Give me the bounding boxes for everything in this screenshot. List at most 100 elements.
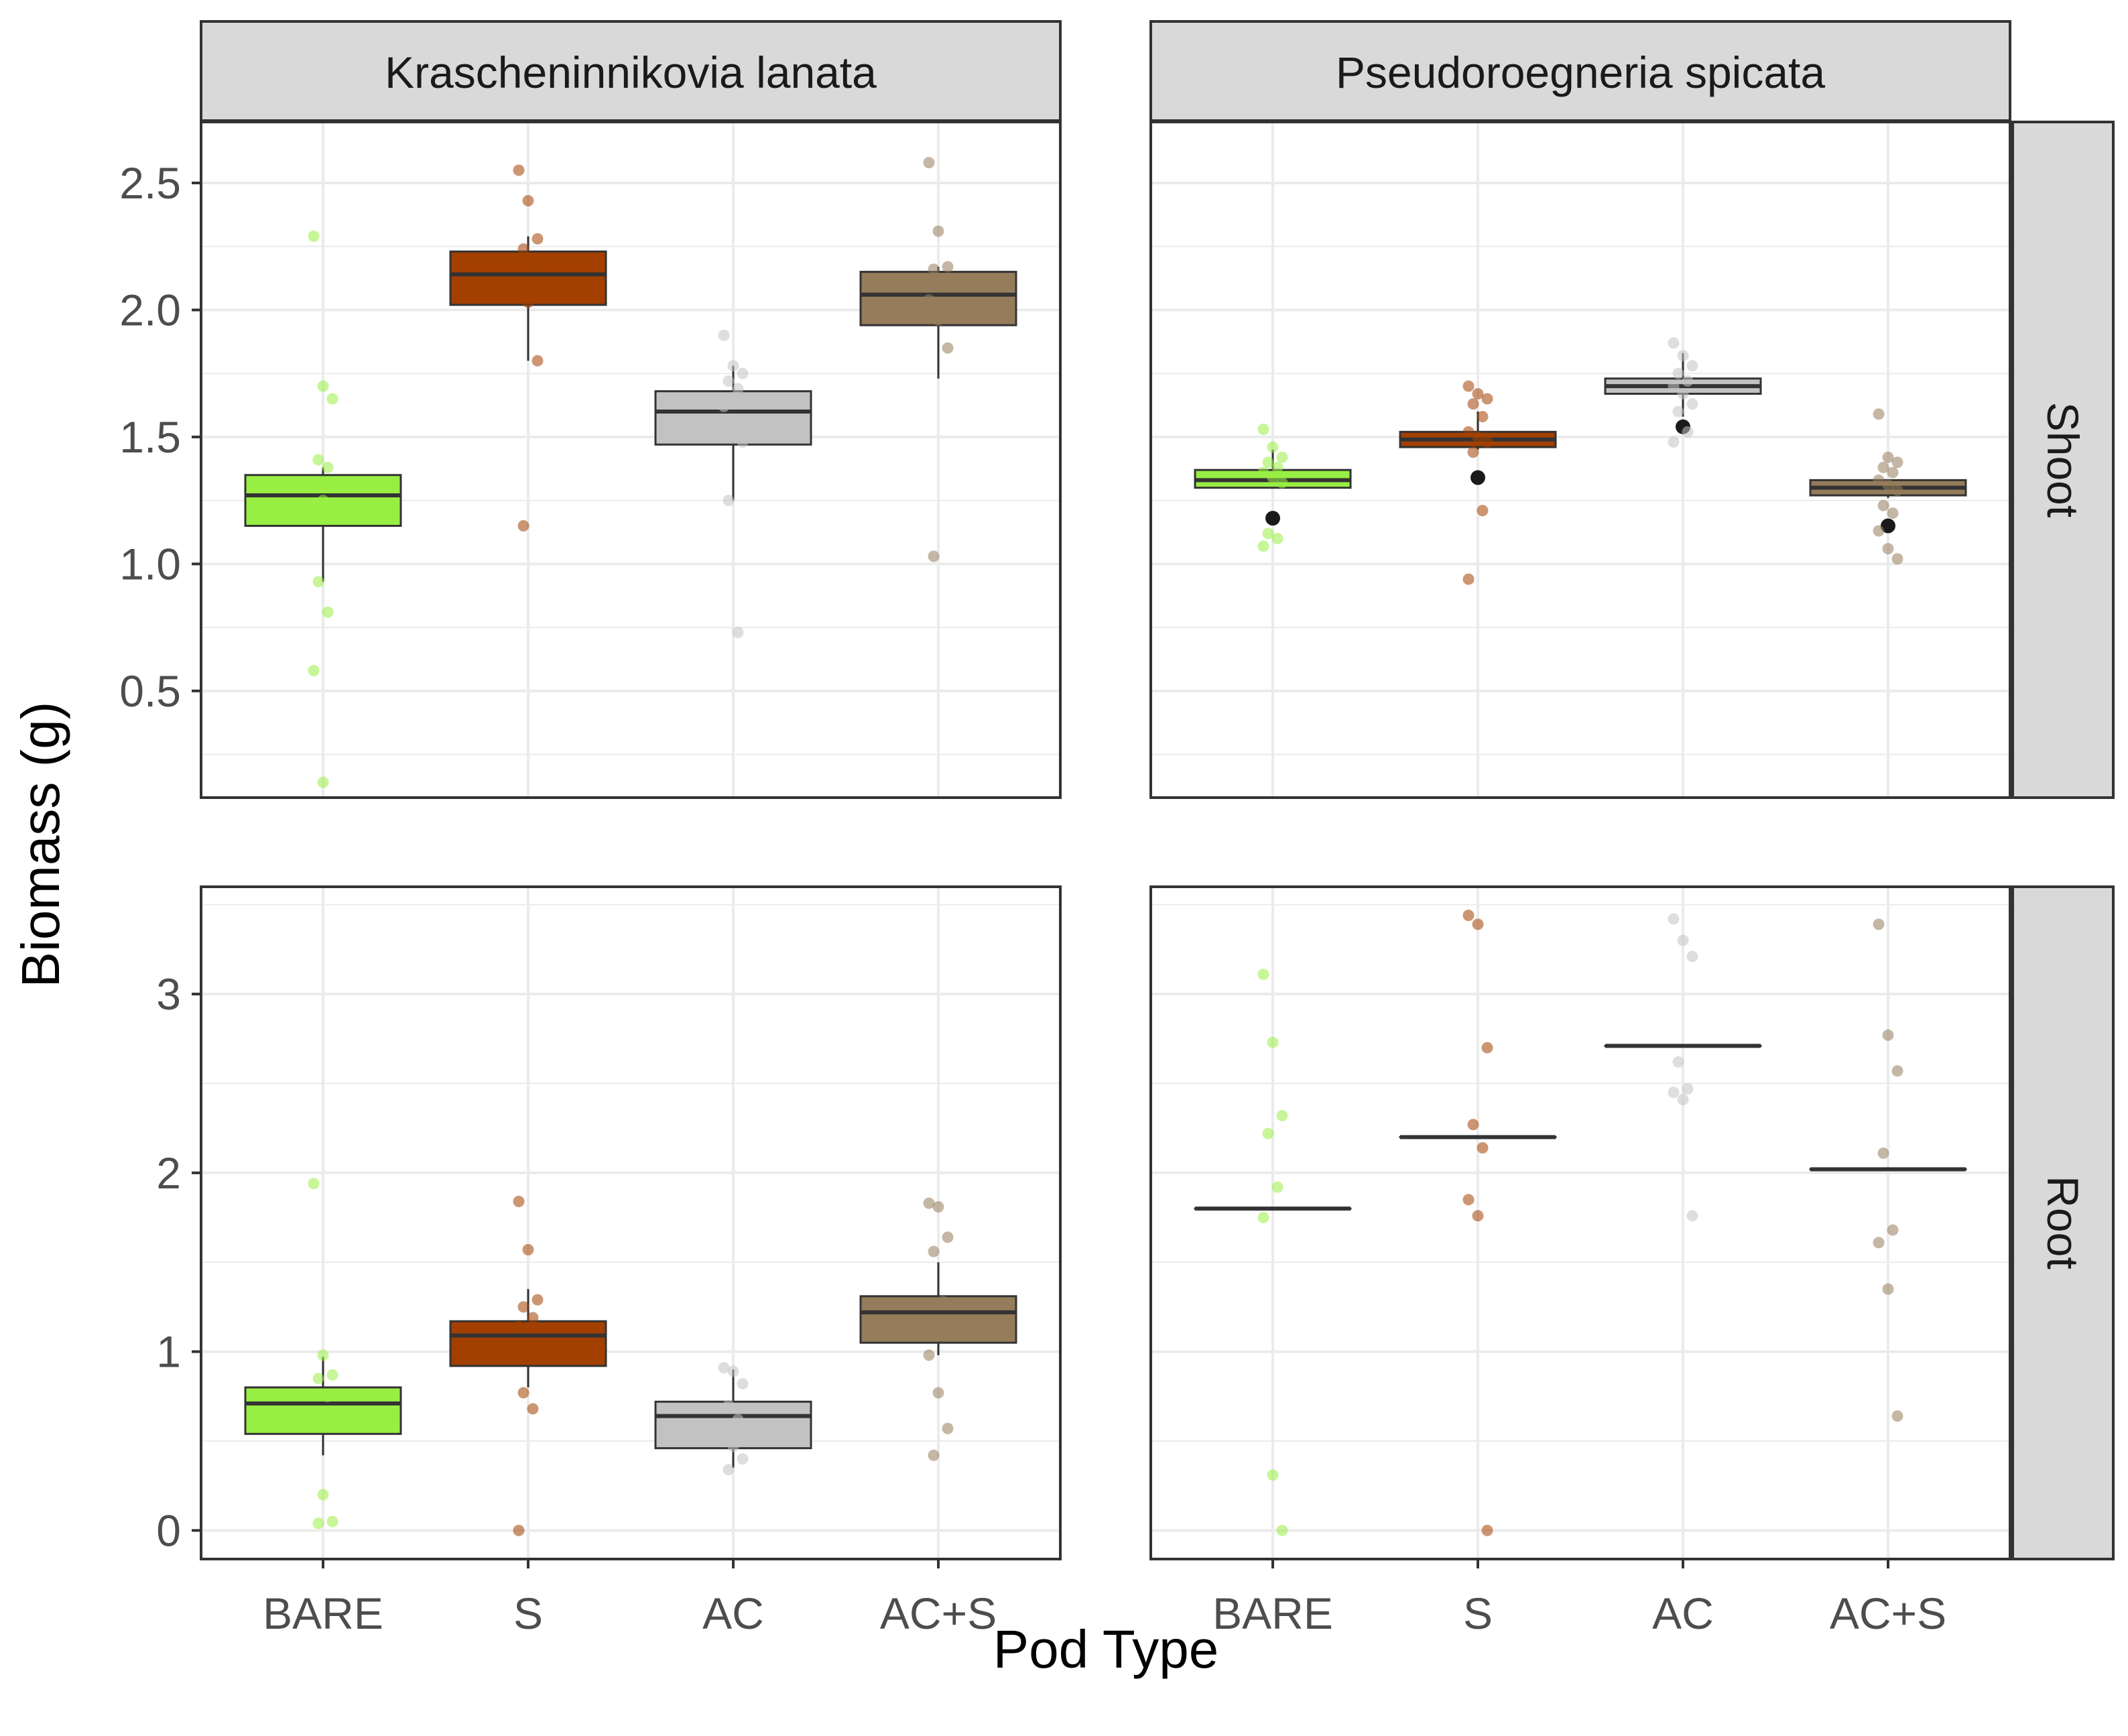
data-point [527,1312,539,1324]
data-point [1462,426,1475,438]
data-point [1873,1237,1885,1249]
data-point [718,400,730,412]
data-point [1257,1211,1269,1223]
data-point [1677,387,1689,399]
panel-root-pseudoroegneria-spicata [1194,910,1967,1536]
x-tick-label-s: S [1463,1589,1493,1638]
y-tick-label: 1 [156,1327,181,1377]
data-point [1472,918,1484,930]
data-point [1882,479,1894,491]
outlier-point [1470,470,1485,485]
panel-border [1149,885,2011,1560]
data-point [723,1464,735,1476]
data-point [1882,1283,1894,1295]
strip-label-shoot: Shoot [2038,402,2088,517]
data-point [1462,910,1475,922]
data-point [1891,1065,1903,1077]
x-tick-label-ac: AC [1652,1589,1714,1638]
data-point [1677,350,1689,362]
data-point [326,512,338,524]
y-axis-title: Biomass (g) [11,702,70,988]
data-point [531,355,544,367]
data-point [513,279,525,291]
box-iqr [654,390,812,446]
data-point [308,665,320,677]
data-point [322,606,334,618]
box-group-ac [654,329,812,639]
data-point [522,296,534,308]
data-point [1462,573,1475,585]
data-point [1873,918,1885,930]
y-tick-label: 2.0 [119,285,181,334]
data-point [737,1453,749,1465]
data-point [513,164,525,176]
data-point [723,495,735,507]
box-group-bare [244,1178,402,1530]
data-point [932,314,944,326]
data-point [1271,1181,1284,1193]
data-point [723,375,735,387]
data-point [1668,1087,1680,1099]
data-point [942,1422,954,1434]
data-point [322,461,334,473]
data-point [1481,1524,1493,1536]
data-point [317,776,329,788]
data-point [1686,950,1698,963]
x-tick-label-bare: BARE [1212,1589,1333,1638]
data-point [527,258,539,270]
data-point [1267,1469,1279,1481]
box-group-ac-s [1809,408,1967,565]
box-group-bare [1194,969,1352,1536]
data-point [1891,484,1903,496]
outlier-point [1881,518,1895,534]
data-point [1877,461,1889,473]
data-point [928,1449,940,1461]
data-point [942,261,954,273]
x-tick-label-ac-s: AC+S [1830,1589,1946,1638]
data-point [1472,431,1484,443]
data-point [312,1517,324,1530]
data-point [923,294,935,306]
data-point [527,1403,539,1415]
data-point [1682,426,1694,438]
data-point [1682,1082,1694,1095]
data-point [326,1369,338,1381]
data-point [1257,467,1269,479]
data-point [517,520,529,532]
data-point [1276,451,1288,463]
data-point [923,1197,935,1209]
data-point [1891,553,1903,565]
data-point [928,550,940,562]
data-point [1873,408,1885,420]
panel-border [200,885,1062,1560]
box-group-s [449,164,607,532]
data-point [317,1489,329,1501]
data-point [1462,380,1475,392]
data-point [326,1515,338,1528]
data-point [1668,337,1680,349]
data-point [928,263,940,275]
data-point [923,1349,935,1361]
data-point [718,1426,730,1438]
box-group-s [1399,910,1557,1536]
data-point [1686,398,1698,410]
data-point [522,1337,534,1349]
data-point [1267,472,1279,484]
data-point [531,1294,544,1306]
data-point [308,231,320,243]
data-point [1887,1224,1899,1236]
data-point [513,1195,525,1207]
data-point [1873,474,1885,486]
data-point [727,1440,739,1452]
box-group-ac [1604,913,1762,1222]
data-point [1887,467,1899,479]
data-point [1891,1410,1903,1422]
box-iqr [449,250,607,306]
data-point [727,360,739,372]
box-group-ac [1604,337,1762,448]
data-point [1877,499,1889,511]
box-group-s [1399,380,1557,585]
data-point [1686,360,1698,372]
